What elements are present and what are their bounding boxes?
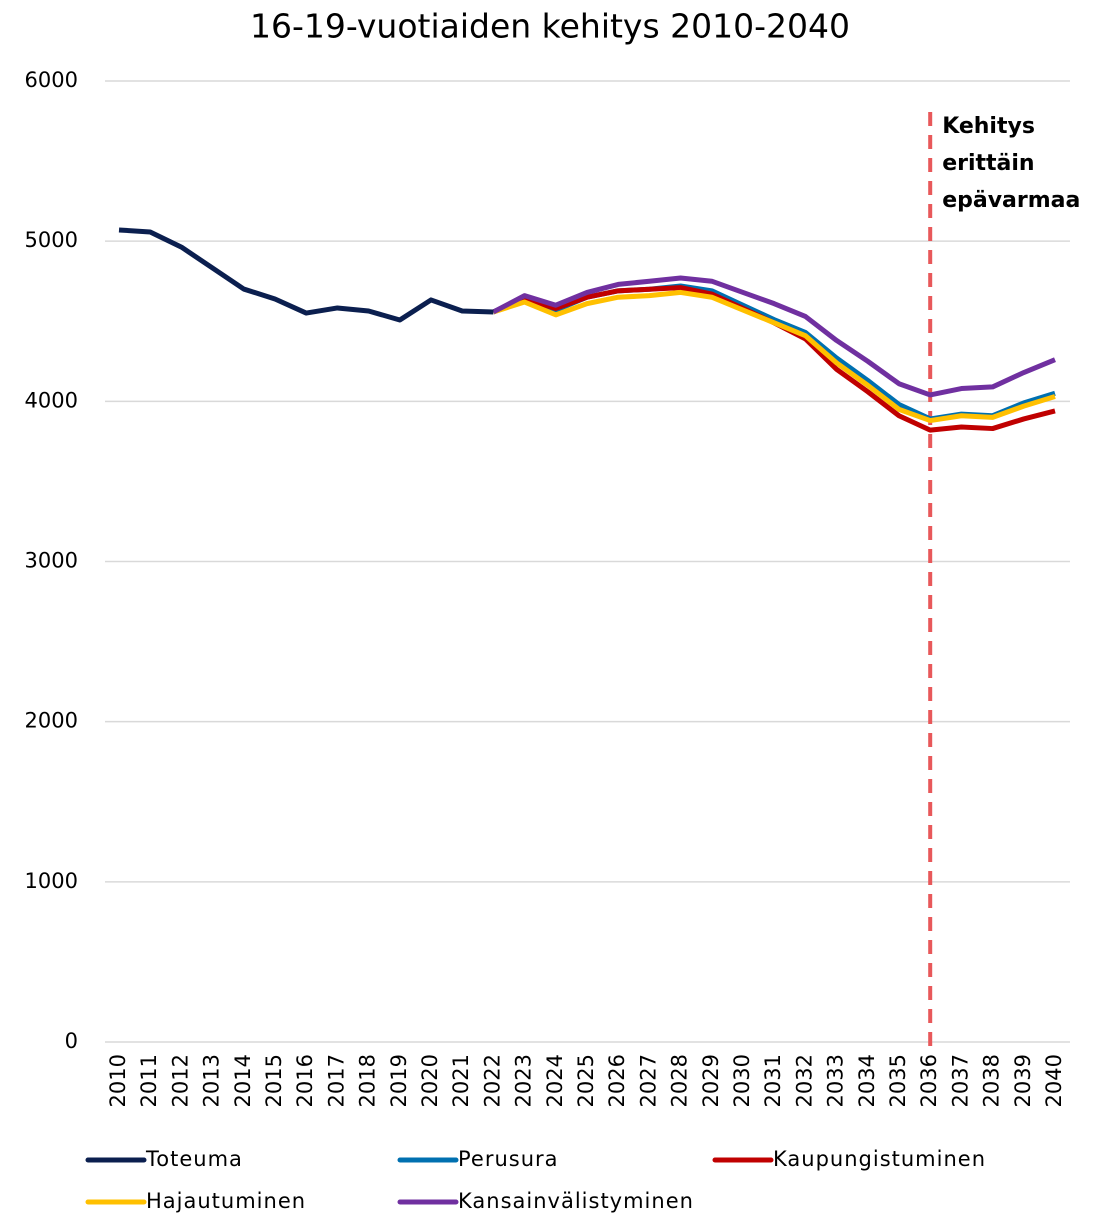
x-tick-label: 2024: [543, 1054, 567, 1107]
x-tick-label: 2016: [293, 1054, 317, 1107]
annotation-text: erittäin: [942, 151, 1034, 176]
x-tick-label: 2015: [262, 1054, 286, 1107]
x-tick-label: 2032: [792, 1054, 816, 1107]
chart-title: 16-19-vuotiaiden kehitys 2010-2040: [250, 7, 850, 46]
series-line: [492, 275, 1056, 398]
y-tick-label: 3000: [25, 549, 78, 573]
x-tick-label: 2010: [106, 1054, 130, 1107]
x-tick-label: 2025: [574, 1054, 598, 1107]
y-tick-label: 6000: [25, 68, 78, 92]
x-tick-label: 2014: [231, 1054, 255, 1107]
x-tick-label: 2021: [449, 1054, 473, 1107]
x-tick-label: 2027: [636, 1054, 660, 1107]
x-tick-label: 2011: [137, 1054, 161, 1107]
y-tick-label: 0: [65, 1029, 78, 1053]
legend-label: Kaupungistuminen: [773, 1147, 986, 1171]
legend-label: Hajautuminen: [146, 1189, 306, 1213]
x-tick-label: 2040: [1042, 1054, 1066, 1107]
x-tick-label: 2026: [605, 1054, 629, 1107]
x-tick-label: 2039: [1011, 1054, 1035, 1107]
x-tick-label: 2022: [480, 1054, 504, 1107]
x-tick-label: 2017: [324, 1054, 348, 1107]
legend-label: Kansainvälistyminen: [458, 1189, 694, 1213]
x-tick-label: 2035: [886, 1054, 910, 1107]
y-tick-label: 4000: [25, 388, 78, 412]
x-tick-label: 2019: [387, 1054, 411, 1107]
x-tick-label: 2023: [512, 1054, 536, 1107]
legend-label: Perusura: [458, 1147, 559, 1171]
x-tick-label: 2012: [168, 1054, 192, 1107]
x-tick-label: 2036: [917, 1054, 941, 1107]
x-tick-label: 2031: [761, 1054, 785, 1107]
x-tick-label: 2033: [824, 1054, 848, 1107]
y-tick-label: 2000: [25, 709, 78, 733]
legend-label: Toteuma: [145, 1147, 243, 1171]
x-tick-label: 2020: [418, 1054, 442, 1107]
x-tick-label: 2013: [200, 1054, 224, 1107]
series-line: [492, 289, 1056, 424]
x-tick-label: 2030: [730, 1054, 754, 1107]
series-line: [118, 227, 494, 323]
y-tick-label: 1000: [25, 869, 78, 893]
x-tick-label: 2034: [855, 1054, 879, 1107]
annotation-text: epävarmaa: [942, 188, 1080, 213]
y-tick-label: 5000: [25, 228, 78, 252]
x-tick-label: 2037: [948, 1054, 972, 1107]
x-tick-label: 2018: [356, 1054, 380, 1107]
annotation-text: Kehitys: [942, 114, 1035, 139]
x-tick-label: 2029: [699, 1054, 723, 1107]
x-tick-label: 2038: [980, 1054, 1004, 1107]
x-tick-label: 2028: [668, 1054, 692, 1107]
